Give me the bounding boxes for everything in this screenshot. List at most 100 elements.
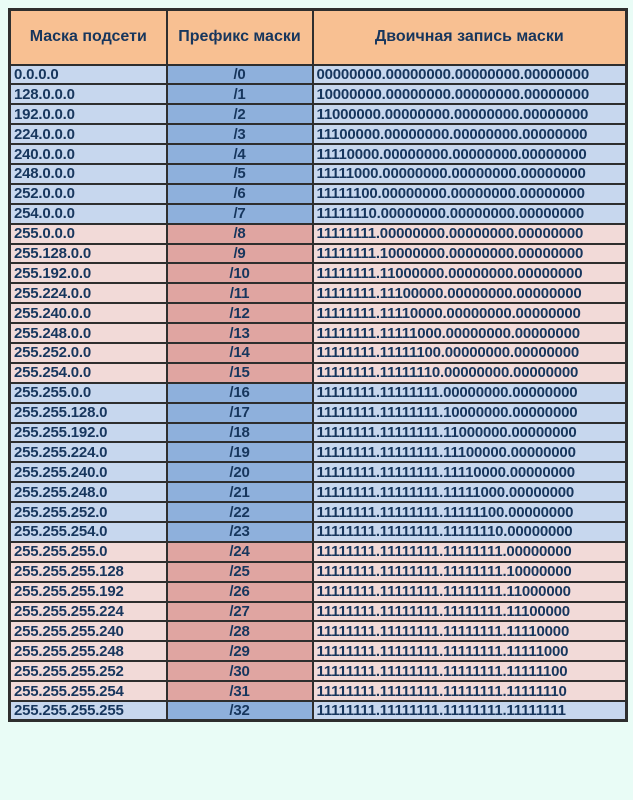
table-row: 255.255.255.0/24 11111111.11111111.111111… <box>8 540 628 563</box>
prefix-cell: /13 <box>165 322 314 344</box>
prefix-cell: /4 <box>165 143 314 165</box>
table-row: 255.255.252.0/22 11111111.11111111.111111… <box>8 501 628 523</box>
mask-cell: 255.255.255.224 <box>8 600 168 623</box>
binary-cell: 11111111.11111111.11111111.11111111 <box>311 700 628 722</box>
table-row: 255.255.255.128/25 11111111.11111111.1111… <box>8 560 628 583</box>
binary-cell: 11111111.11111111.11111100.00000000 <box>311 501 628 523</box>
table-row: 255.248.0.0/13 11111111.11111000.00000000… <box>8 322 628 344</box>
table-row: 255.255.248.0/21 11111111.11111111.111110… <box>8 481 628 504</box>
subnet-mask-table: Маска подсети Префикс маски Двоичная зап… <box>8 8 628 723</box>
binary-cell: 11111111.11000000.00000000.00000000 <box>311 262 628 285</box>
binary-cell: 11111111.11111111.11111110.00000000 <box>311 520 628 543</box>
mask-cell: 255.255.255.240 <box>8 620 168 643</box>
table-row: 224.0.0.0/3 11100000.00000000.00000000.00… <box>8 123 628 146</box>
prefix-cell: /19 <box>165 441 314 464</box>
prefix-cell: /0 <box>165 63 314 86</box>
binary-cell: 11111111.11111111.11111111.11111000 <box>311 640 628 663</box>
mask-cell: 255.255.252.0 <box>8 501 168 523</box>
binary-cell: 11100000.00000000.00000000.00000000 <box>311 123 628 146</box>
mask-cell: 255.248.0.0 <box>8 322 168 344</box>
prefix-cell: /8 <box>165 222 314 245</box>
prefix-cell: /10 <box>165 262 314 285</box>
prefix-cell: /22 <box>165 501 314 523</box>
mask-cell: 240.0.0.0 <box>8 143 168 165</box>
mask-cell: 255.254.0.0 <box>8 361 168 384</box>
binary-cell: 11111111.11111111.11111111.10000000 <box>311 560 628 583</box>
mask-cell: 128.0.0.0 <box>8 83 168 106</box>
table-row: 255.255.254.0/23 11111111.11111111.111111… <box>8 520 628 543</box>
table-row: 252.0.0.0/6 11111100.00000000.00000000.00… <box>8 182 628 205</box>
prefix-cell: /28 <box>165 620 314 643</box>
prefix-cell: /7 <box>165 202 314 225</box>
table-row: 128.0.0.0/1 10000000.00000000.00000000.00… <box>8 83 628 106</box>
mask-cell: 255.255.255.128 <box>8 560 168 583</box>
binary-cell: 10000000.00000000.00000000.00000000 <box>311 83 628 106</box>
prefix-cell: /32 <box>165 700 314 722</box>
binary-cell: 11111110.00000000.00000000.00000000 <box>311 202 628 225</box>
mask-cell: 255.192.0.0 <box>8 262 168 285</box>
binary-cell: 00000000.00000000.00000000.00000000 <box>311 63 628 86</box>
binary-cell: 11111111.11111111.11111111.11000000 <box>311 580 628 603</box>
binary-cell: 11111111.11100000.00000000.00000000 <box>311 282 628 305</box>
binary-cell: 11111100.00000000.00000000.00000000 <box>311 182 628 205</box>
table-row: 248.0.0.0/5 11111000.00000000.00000000.00… <box>8 162 628 185</box>
table-row: 255.252.0.0/14 11111111.11111100.00000000… <box>8 341 628 364</box>
prefix-cell: /12 <box>165 302 314 325</box>
binary-cell: 11111111.11111111.11000000.00000000 <box>311 421 628 444</box>
prefix-cell: /16 <box>165 381 314 404</box>
table-row: 255.254.0.0/15 11111111.11111110.00000000… <box>8 361 628 384</box>
binary-cell: 11110000.00000000.00000000.00000000 <box>311 143 628 165</box>
table-header-row: Маска подсети Префикс маски Двоичная зап… <box>8 8 628 66</box>
mask-cell: 255.255.0.0 <box>8 381 168 404</box>
mask-cell: 248.0.0.0 <box>8 162 168 185</box>
table-row: 255.0.0.0/8 11111111.00000000.00000000.00… <box>8 222 628 245</box>
prefix-cell: /9 <box>165 242 314 265</box>
mask-cell: 255.255.192.0 <box>8 421 168 444</box>
binary-cell: 11111111.11111111.10000000.00000000 <box>311 401 628 424</box>
binary-cell: 11000000.00000000.00000000.00000000 <box>311 103 628 126</box>
col-header-binary-mask: Двоичная запись маски <box>311 8 628 66</box>
mask-cell: 255.128.0.0 <box>8 242 168 265</box>
binary-cell: 11111111.11111111.11111111.11110000 <box>311 620 628 643</box>
prefix-cell: /21 <box>165 481 314 504</box>
prefix-cell: /31 <box>165 680 314 702</box>
binary-cell: 11111111.11111110.00000000.00000000 <box>311 361 628 384</box>
prefix-cell: /1 <box>165 83 314 106</box>
binary-cell: 11111111.11111100.00000000.00000000 <box>311 341 628 364</box>
table-row: 0.0.0.0/0 00000000.00000000.00000000.0000… <box>8 63 628 86</box>
table-row: 255.192.0.0/10 11111111.11000000.00000000… <box>8 262 628 285</box>
table-row: 255.255.192.0/18 11111111.11111111.110000… <box>8 421 628 444</box>
mask-cell: 255.255.248.0 <box>8 481 168 504</box>
table-row: 255.255.255.192/26 11111111.11111111.1111… <box>8 580 628 603</box>
mask-cell: 255.255.255.248 <box>8 640 168 663</box>
table-row: 255.255.255.248/29 11111111.11111111.1111… <box>8 640 628 663</box>
binary-cell: 11111111.11111111.11100000.00000000 <box>311 441 628 464</box>
prefix-cell: /30 <box>165 660 314 683</box>
prefix-cell: /11 <box>165 282 314 305</box>
prefix-cell: /23 <box>165 520 314 543</box>
binary-cell: 11111111.11111111.11111111.00000000 <box>311 540 628 563</box>
prefix-cell: /17 <box>165 401 314 424</box>
prefix-cell: /6 <box>165 182 314 205</box>
binary-cell: 11111111.11111111.00000000.00000000 <box>311 381 628 404</box>
table-row: 255.255.255.254/31 11111111.11111111.1111… <box>8 680 628 702</box>
mask-cell: 254.0.0.0 <box>8 202 168 225</box>
mask-cell: 224.0.0.0 <box>8 123 168 146</box>
prefix-cell: /27 <box>165 600 314 623</box>
table-row: 255.255.240.0/20 11111111.11111111.111100… <box>8 461 628 484</box>
table-row: 192.0.0.0/2 11000000.00000000.00000000.00… <box>8 103 628 126</box>
prefix-cell: /2 <box>165 103 314 126</box>
table-row: 254.0.0.0/7 11111110.00000000.00000000.00… <box>8 202 628 225</box>
binary-cell: 11111111.00000000.00000000.00000000 <box>311 222 628 245</box>
binary-cell: 11111111.11111111.11111000.00000000 <box>311 481 628 504</box>
mask-cell: 255.224.0.0 <box>8 282 168 305</box>
prefix-cell: /18 <box>165 421 314 444</box>
mask-cell: 255.255.255.0 <box>8 540 168 563</box>
mask-cell: 255.252.0.0 <box>8 341 168 364</box>
table-row: 255.224.0.0/11 11111111.11100000.00000000… <box>8 282 628 305</box>
table-body: 0.0.0.0/0 00000000.00000000.00000000.0000… <box>8 63 628 722</box>
table-row: 255.255.128.0/17 11111111.11111111.100000… <box>8 401 628 424</box>
binary-cell: 11111111.11111000.00000000.00000000 <box>311 322 628 344</box>
binary-cell: 11111000.00000000.00000000.00000000 <box>311 162 628 185</box>
mask-cell: 0.0.0.0 <box>8 63 168 86</box>
